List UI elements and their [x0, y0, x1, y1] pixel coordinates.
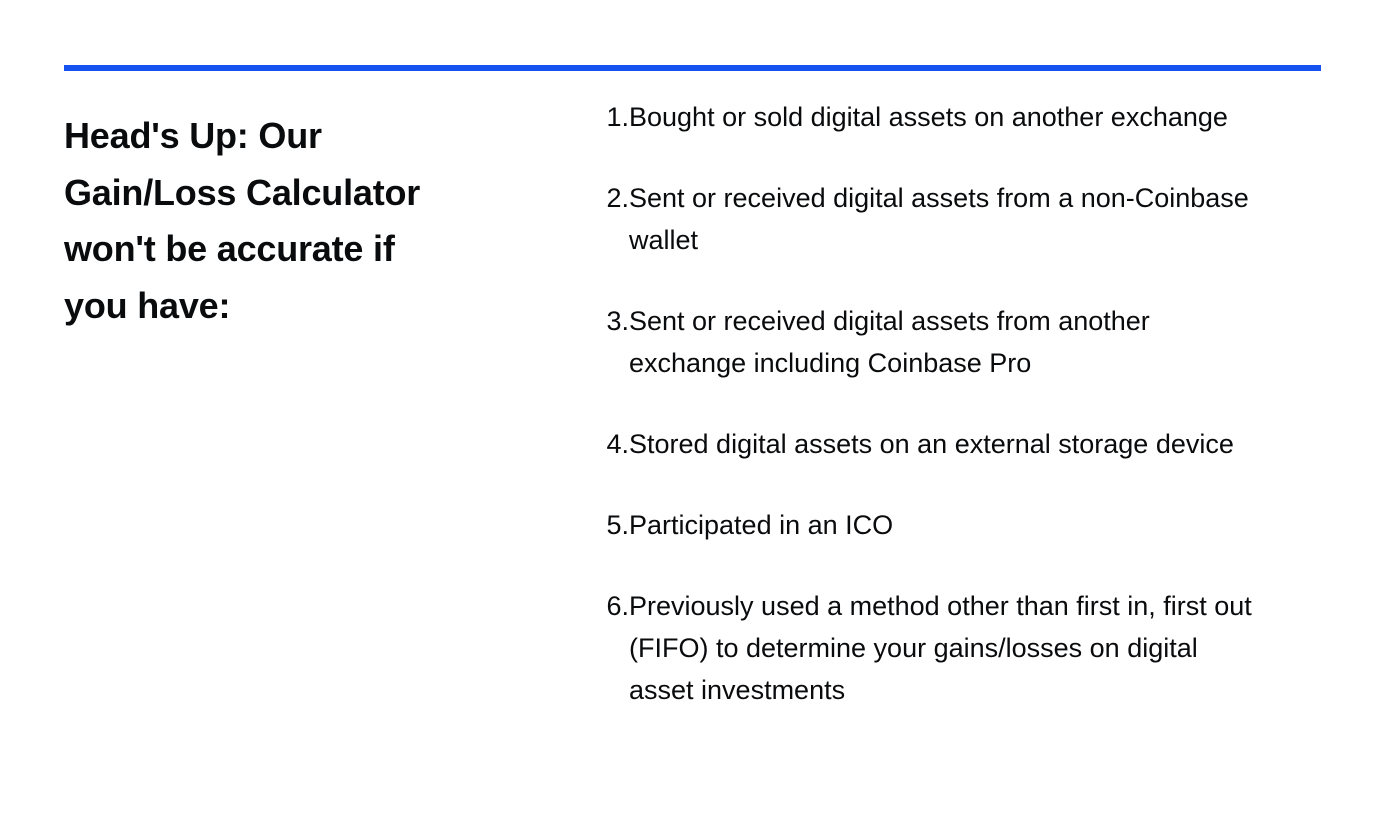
- title-line: Gain/Loss Calculator: [64, 171, 421, 213]
- condition-line: Bought or sold digital assets on another…: [629, 102, 1228, 132]
- condition-number: 4.: [606, 429, 629, 459]
- condition-line: exchange including Coinbase Pro: [629, 348, 1032, 378]
- condition-text: Previously used a method other than firs…: [629, 585, 1252, 711]
- title-line: won't be accurate if: [64, 228, 395, 269]
- condition-line: wallet: [629, 225, 699, 255]
- condition-line: (FIFO) to determine your gains/losses on…: [629, 633, 1198, 663]
- condition-item: 5. Participated in an ICO: [590, 504, 1330, 546]
- condition-line: Participated in an ICO: [629, 510, 894, 540]
- condition-line: Stored digital assets on an external sto…: [629, 429, 1234, 459]
- condition-number: 5.: [606, 510, 629, 540]
- condition-line: asset investments: [629, 675, 846, 705]
- condition-line: Previously used a method other than firs…: [629, 591, 1252, 621]
- condition-item: 6. Previously used a method other than f…: [590, 585, 1330, 711]
- condition-line: Sent or received digital assets from a n…: [629, 183, 1249, 213]
- condition-text: Bought or sold digital assets on another…: [629, 96, 1228, 138]
- condition-text: Stored digital assets on an external sto…: [629, 423, 1234, 465]
- condition-item: 4. Stored digital assets on an external …: [590, 423, 1330, 465]
- condition-text: Sent or received digital assets from ano…: [629, 300, 1150, 384]
- condition-number: 2.: [606, 183, 629, 213]
- page-title: Head's Up: Our Gain/Loss Calculator won'…: [64, 108, 464, 334]
- top-divider: [64, 65, 1321, 71]
- conditions-list: 1. Bought or sold digital assets on anot…: [590, 96, 1330, 750]
- condition-line: Sent or received digital assets from ano…: [629, 306, 1150, 336]
- title-line: you have:: [64, 284, 231, 326]
- condition-item: 1. Bought or sold digital assets on anot…: [590, 96, 1330, 138]
- condition-number: 6.: [606, 591, 629, 621]
- condition-text: Participated in an ICO: [629, 504, 893, 546]
- condition-item: 3. Sent or received digital assets from …: [590, 300, 1330, 384]
- condition-item: 2. Sent or received digital assets from …: [590, 177, 1330, 261]
- condition-number: 1.: [606, 102, 629, 132]
- condition-number: 3.: [606, 306, 629, 336]
- title-line: Head's Up: Our: [64, 115, 322, 156]
- condition-text: Sent or received digital assets from a n…: [629, 177, 1249, 261]
